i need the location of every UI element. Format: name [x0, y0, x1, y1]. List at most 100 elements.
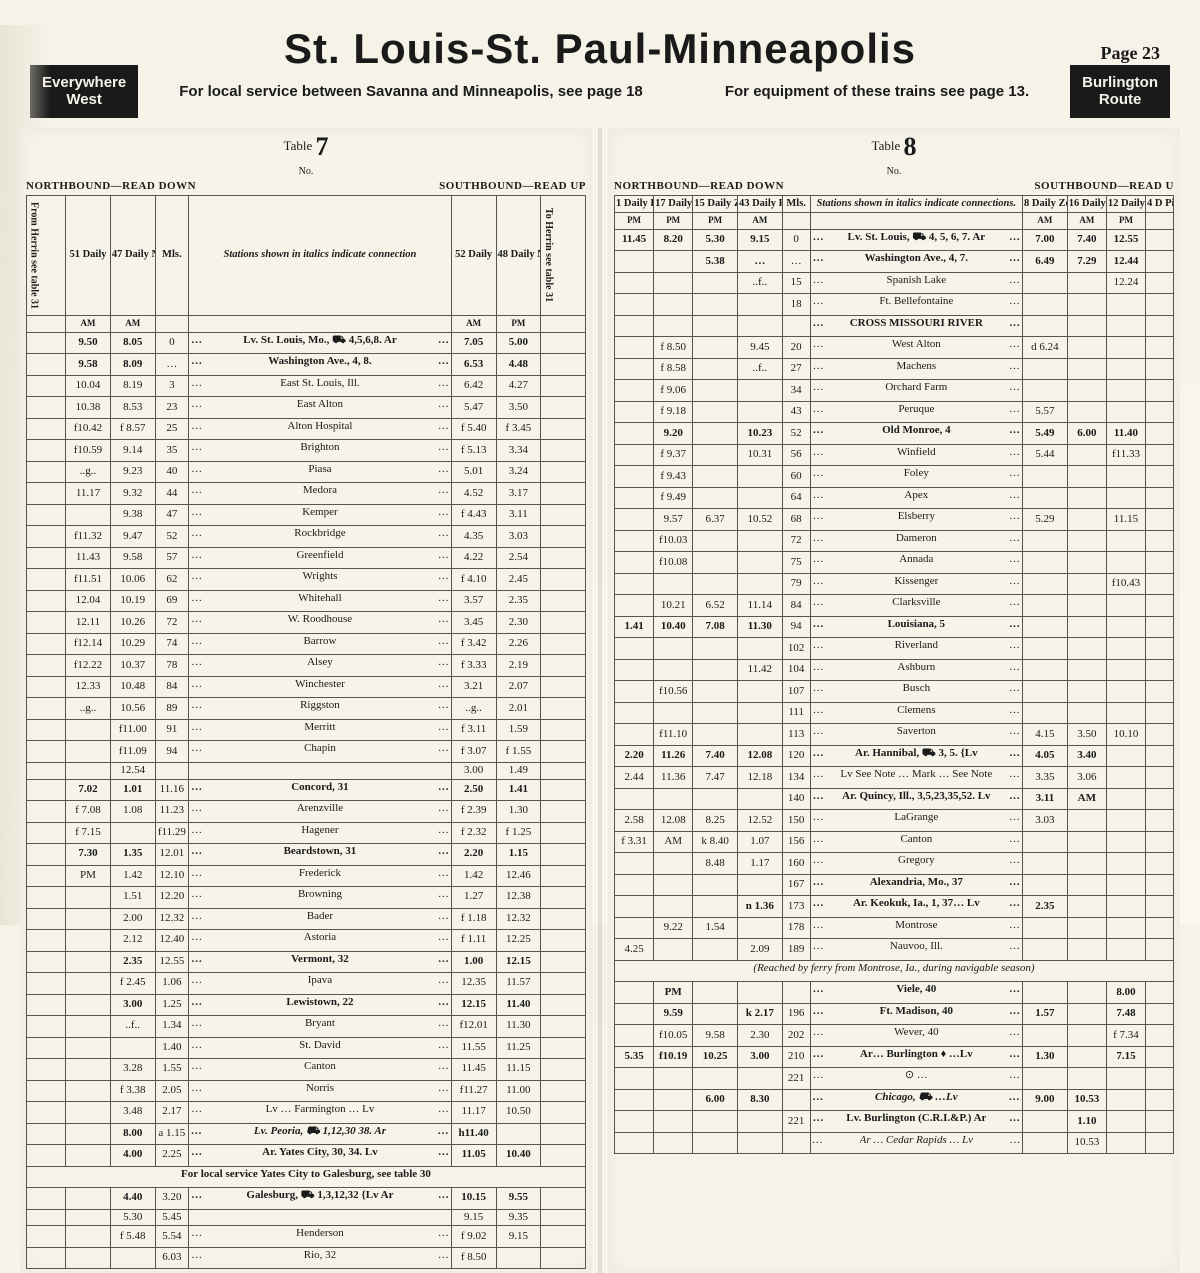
cell	[1106, 1068, 1145, 1090]
cell	[1067, 294, 1106, 316]
table-row: 111…Clemens…	[615, 702, 1174, 724]
cell	[27, 461, 66, 483]
cell	[737, 487, 782, 509]
cell	[155, 762, 189, 779]
station-cell: …Ar. Keokuk, Ia., 1, 37… Lv…	[810, 896, 1022, 918]
cell	[615, 1003, 654, 1025]
station-cell: …Galesburg, ⛟ 1,3,12,32 {Lv Ar…	[189, 1188, 452, 1210]
cell	[541, 973, 586, 995]
table-row: 5.38………Washington Ave., 4, 7.…6.497.2912…	[615, 251, 1174, 273]
cell	[615, 444, 654, 466]
cell: f11.27	[451, 1080, 496, 1102]
cell: 120	[782, 745, 810, 767]
table-row: f12.1410.2974…Barrow…f 3.422.26	[27, 633, 586, 655]
cell: 9.45	[737, 337, 782, 359]
cell: 74	[155, 633, 189, 655]
cell: 4.15	[1023, 724, 1068, 746]
cell: 8.53	[110, 397, 155, 419]
table-row: f10.42f 8.5725…Alton Hospital…f 5.40f 3.…	[27, 418, 586, 440]
cell	[737, 982, 782, 1004]
cell	[541, 908, 586, 930]
cell	[693, 337, 738, 359]
cell: 12.32	[496, 908, 541, 930]
cell	[1106, 788, 1145, 810]
cell	[654, 1111, 693, 1133]
cell	[27, 440, 66, 462]
cell: 113	[782, 724, 810, 746]
cell	[1067, 917, 1106, 939]
cell: 23	[155, 397, 189, 419]
cell: 12.08	[737, 745, 782, 767]
cell: 2.35	[496, 590, 541, 612]
cell	[27, 332, 66, 354]
cell	[541, 1209, 586, 1226]
cell: f11.33	[1106, 444, 1145, 466]
col-12: 12 Daily	[1106, 196, 1145, 213]
cell: 1.07	[737, 831, 782, 853]
cell	[27, 762, 66, 779]
cell	[1023, 595, 1068, 617]
cell	[110, 822, 155, 844]
station-cell: …Norris…	[189, 1080, 452, 1102]
cell: 12.18	[737, 767, 782, 789]
station-cell	[189, 316, 452, 333]
cell	[1067, 272, 1106, 294]
cell: f 1.18	[451, 908, 496, 930]
cell	[615, 380, 654, 402]
cell	[1023, 294, 1068, 316]
cell	[615, 294, 654, 316]
station-cell: …Riggston…	[189, 698, 452, 720]
col-mls-8: Mls.	[782, 196, 810, 213]
cell	[1106, 1089, 1145, 1111]
station-cell: …Ar. Yates City, 30, 34. Lv…	[189, 1145, 452, 1167]
cell: 72	[155, 612, 189, 634]
cell	[27, 1209, 66, 1226]
cell: 5.00	[496, 332, 541, 354]
page-gutter	[598, 128, 602, 1273]
cell: 10.56	[110, 698, 155, 720]
table-row: 2.5812.088.2512.52150…LaGrange…3.03	[615, 810, 1174, 832]
cell	[1106, 530, 1145, 552]
station-cell: …St. David…	[189, 1037, 452, 1059]
cell: 52	[782, 423, 810, 445]
table-row: 4.403.20…Galesburg, ⛟ 1,3,12,32 {Lv Ar…1…	[27, 1188, 586, 1210]
cell	[654, 1068, 693, 1090]
cell	[1023, 487, 1068, 509]
cell: 178	[782, 917, 810, 939]
cell	[27, 1080, 66, 1102]
southbound-label-8: SOUTHBOUND—READ U	[1034, 180, 1174, 192]
cell: 11.40	[496, 994, 541, 1016]
cell: 102	[782, 638, 810, 660]
cell	[27, 483, 66, 505]
cell	[737, 874, 782, 896]
cell: 2.26	[496, 633, 541, 655]
cell	[541, 569, 586, 591]
cell: 7.15	[1106, 1046, 1145, 1068]
cell: 12.38	[496, 887, 541, 909]
table-row: f10.599.1435…Brighton…f 5.133.34	[27, 440, 586, 462]
cell: 11.55	[451, 1037, 496, 1059]
cell	[782, 982, 810, 1004]
station-cell: …Washington Ave., 4, 8.…	[189, 354, 452, 376]
table-row: 2.2011.267.4012.08120…Ar. Hannibal, ⛟ 3,…	[615, 745, 1174, 767]
station-cell: …Concord, 31…	[189, 779, 452, 801]
station-cell: …Viele, 40…	[810, 982, 1022, 1004]
cell	[1146, 874, 1174, 896]
station-cell: …Kissenger…	[810, 573, 1022, 595]
cell: 89	[155, 698, 189, 720]
cell: f 8.50	[654, 337, 693, 359]
cell	[693, 702, 738, 724]
cell: f10.03	[654, 530, 693, 552]
cell	[1146, 337, 1174, 359]
cell: 2.35	[1023, 896, 1068, 918]
table-row: 8.00a 1.15…Lv. Peoria, ⛟ 1,12,30 38. Ar……	[27, 1123, 586, 1145]
cell	[1106, 401, 1145, 423]
cell: 221	[782, 1068, 810, 1090]
cell	[1146, 213, 1174, 230]
cell	[1067, 530, 1106, 552]
cell: 84	[782, 595, 810, 617]
cell	[1067, 401, 1106, 423]
table-row: 221…Lv. Burlington (C.R.I.&P.) Ar…1.10	[615, 1111, 1174, 1133]
cell: 3.20	[155, 1188, 189, 1210]
cell	[1067, 509, 1106, 531]
